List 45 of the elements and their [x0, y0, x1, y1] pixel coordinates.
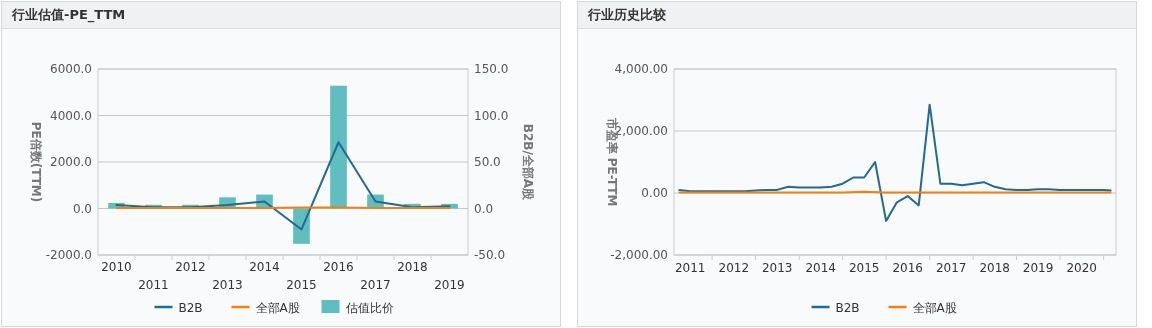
y-tick-label: -2,000.00 [610, 248, 668, 262]
y-tick-label: 0.0 [72, 201, 92, 216]
x-tick-label: 2015 [286, 278, 317, 292]
y2-tick-label: 50.0 [474, 155, 501, 169]
legend-label: 全部A股 [255, 301, 300, 315]
legend-label: 估值比价 [344, 301, 394, 315]
x-tick-label: 2016 [892, 261, 924, 275]
x-tick-label: 2011 [674, 261, 706, 275]
y-axis-title: PE倍数(TTM) [29, 121, 43, 203]
x-tick-label: 2016 [323, 260, 354, 274]
y2-tick-label: -50.0 [474, 248, 506, 262]
x-tick-label: 2017 [935, 261, 967, 275]
y-tick-label: 2000.0 [50, 155, 92, 169]
x-tick-label: 2020 [1066, 261, 1097, 275]
x-tick-label: 2013 [761, 261, 793, 275]
y2-axis-title: B2B/全部A股 [521, 123, 535, 202]
x-tick-label: 2019 [1022, 261, 1054, 275]
y-tick-label: 0.00 [641, 186, 668, 200]
x-tick-label: 2012 [718, 261, 750, 275]
line-series [678, 103, 1112, 222]
y2-tick-label: 100.0 [474, 108, 509, 123]
line-series [115, 141, 451, 231]
chart-title: 行业历史比较 [578, 2, 1136, 29]
y-tick-label: -2000.0 [45, 248, 92, 262]
chart-title: 行业估值-PE_TTM [2, 2, 560, 29]
x-tick-label: 2017 [360, 278, 391, 292]
bar [330, 85, 347, 209]
y-tick-label: 4,000.00 [614, 62, 668, 76]
legend-label: B2B [835, 301, 860, 315]
x-tick-label: 2019 [434, 278, 465, 292]
x-tick-label: 2014 [805, 261, 836, 275]
y2-tick-label: 150.0 [474, 62, 509, 76]
y-tick-label: 6000.0 [50, 62, 92, 76]
x-tick-label: 2018 [397, 260, 428, 274]
x-tick-label: 2010 [101, 260, 132, 274]
x-tick-label: 2011 [138, 278, 169, 292]
y2-tick-label: 0.0 [474, 201, 494, 216]
x-tick-label: 2012 [175, 260, 206, 274]
legend-label: 全部A股 [912, 301, 957, 315]
y-tick-label: 4000.0 [50, 108, 92, 123]
legend-label: B2B [178, 301, 203, 315]
x-tick-label: 2013 [212, 278, 243, 292]
x-tick-label: 2014 [249, 260, 280, 274]
x-tick-label: 2018 [979, 261, 1010, 275]
x-tick-label: 2015 [848, 261, 880, 275]
